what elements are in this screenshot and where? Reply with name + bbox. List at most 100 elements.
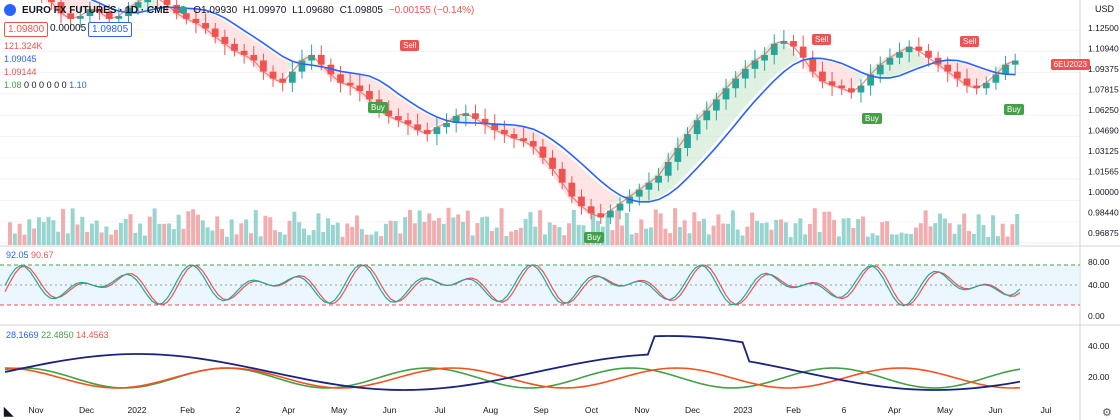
- volume-bar: [938, 213, 943, 245]
- candle-body: [587, 206, 595, 214]
- volume-bar: [162, 223, 167, 245]
- sell-signal: Sell: [812, 34, 832, 45]
- volume-bar: [499, 208, 504, 245]
- volume-bar: [875, 235, 880, 245]
- candle-body: [780, 41, 788, 44]
- volume-bar: [783, 222, 788, 245]
- stoch-k-line: [4, 264, 1021, 307]
- candle-body: [973, 85, 981, 89]
- volume-bar: [224, 236, 229, 245]
- candle-body: [134, 2, 142, 8]
- volume-bar: [354, 215, 359, 245]
- candle-body: [394, 116, 402, 121]
- volume-bar: [634, 232, 639, 245]
- volume-bar: [359, 228, 364, 245]
- volume-bar: [123, 218, 128, 245]
- volume-bar: [441, 223, 446, 245]
- volume-bar: [774, 219, 779, 245]
- candle-body: [664, 161, 672, 176]
- candle-body: [896, 52, 903, 58]
- volume-bar: [899, 232, 904, 245]
- volume-bar: [75, 224, 80, 245]
- volume-bar: [538, 210, 543, 245]
- candle-body: [761, 54, 768, 61]
- volume-bar: [962, 213, 967, 245]
- volume-bar: [133, 232, 138, 245]
- time-axis-label: Jul: [435, 405, 446, 415]
- candle-body: [337, 74, 344, 83]
- time-axis-label: Nov: [28, 405, 44, 415]
- dmi-minus-value: 14.4563: [76, 330, 109, 340]
- candle-body: [963, 78, 971, 86]
- time-axis-label: Jun: [989, 405, 1003, 415]
- volume-bar: [215, 216, 220, 245]
- volume-bar: [205, 227, 210, 245]
- volume-bar: [171, 229, 176, 245]
- currency-label[interactable]: USD: [1094, 4, 1114, 14]
- volume-bar: [851, 228, 856, 245]
- candle-body: [549, 157, 556, 169]
- stoch-axis-label: 0.00: [1088, 311, 1105, 321]
- volume-bar: [769, 229, 774, 245]
- candle-body: [616, 203, 624, 211]
- candle-body: [211, 28, 219, 37]
- volume-bar: [398, 233, 403, 245]
- volume-bar: [615, 210, 620, 245]
- volume-bar: [427, 213, 432, 245]
- cloud-segment: [162, 4, 172, 14]
- tradingview-logo[interactable]: ◣: [4, 404, 14, 418]
- time-axis-label: Oct: [585, 405, 599, 415]
- price-axis-label: 1.07815: [1088, 85, 1119, 95]
- candle-body: [529, 141, 537, 147]
- candle-body: [867, 74, 874, 86]
- candle-body: [982, 82, 990, 89]
- volume-bar: [46, 216, 51, 245]
- volume-bar: [142, 235, 147, 245]
- volume-bar: [803, 234, 808, 245]
- volume-bar: [89, 223, 94, 245]
- volume-bar: [793, 223, 798, 245]
- volume-bar: [735, 229, 740, 245]
- candle-body: [819, 71, 826, 82]
- ask-button[interactable]: 1.09805: [88, 22, 133, 37]
- volume-bar: [668, 233, 673, 245]
- candle-body: [886, 57, 894, 65]
- volume-bar: [754, 220, 759, 245]
- time-axis-label: Dec: [685, 405, 701, 415]
- ohlc-close: C1.09805: [339, 4, 383, 16]
- candle-body: [876, 64, 884, 75]
- candle-body: [202, 23, 209, 29]
- candle-body: [433, 127, 441, 135]
- cloud-segment: [44, 0, 47, 3]
- volume-bar: [870, 233, 875, 245]
- volume-bar: [369, 234, 374, 245]
- candle-body: [684, 134, 691, 148]
- volume-bar: [403, 217, 408, 245]
- volume-bar: [157, 223, 162, 245]
- volume-bar: [759, 223, 764, 245]
- volume-bar: [817, 231, 822, 245]
- volume-bar: [70, 208, 75, 245]
- market-status-icon: [179, 6, 188, 14]
- candle-body: [607, 210, 614, 218]
- volume-bar: [65, 233, 70, 245]
- candle-body: [472, 113, 479, 119]
- volume-bar: [673, 208, 678, 245]
- volume-bar: [27, 219, 32, 245]
- dmi-axis-label: 20.00: [1088, 372, 1110, 382]
- symbol-title[interactable]: EURO FX FUTURES · 1D · CME: [22, 4, 170, 16]
- gear-icon[interactable]: ⚙: [1102, 407, 1112, 419]
- candle-body: [57, 2, 65, 14]
- volume-bar: [663, 228, 668, 245]
- bid-button[interactable]: 1.09800: [4, 22, 49, 37]
- volume-bar: [8, 222, 13, 245]
- dmi-plus-value: 22.4850: [41, 330, 74, 340]
- indicator-legend: 121.324K 1.09045 1.09144 1.08 0 0 0 0 0 …: [4, 40, 87, 92]
- candle-body: [520, 138, 528, 142]
- volume-bar: [41, 222, 46, 245]
- legend-low: 1.08: [4, 80, 22, 90]
- candle-body: [539, 146, 547, 158]
- volume-bar: [297, 222, 302, 245]
- volume-bar: [971, 233, 976, 245]
